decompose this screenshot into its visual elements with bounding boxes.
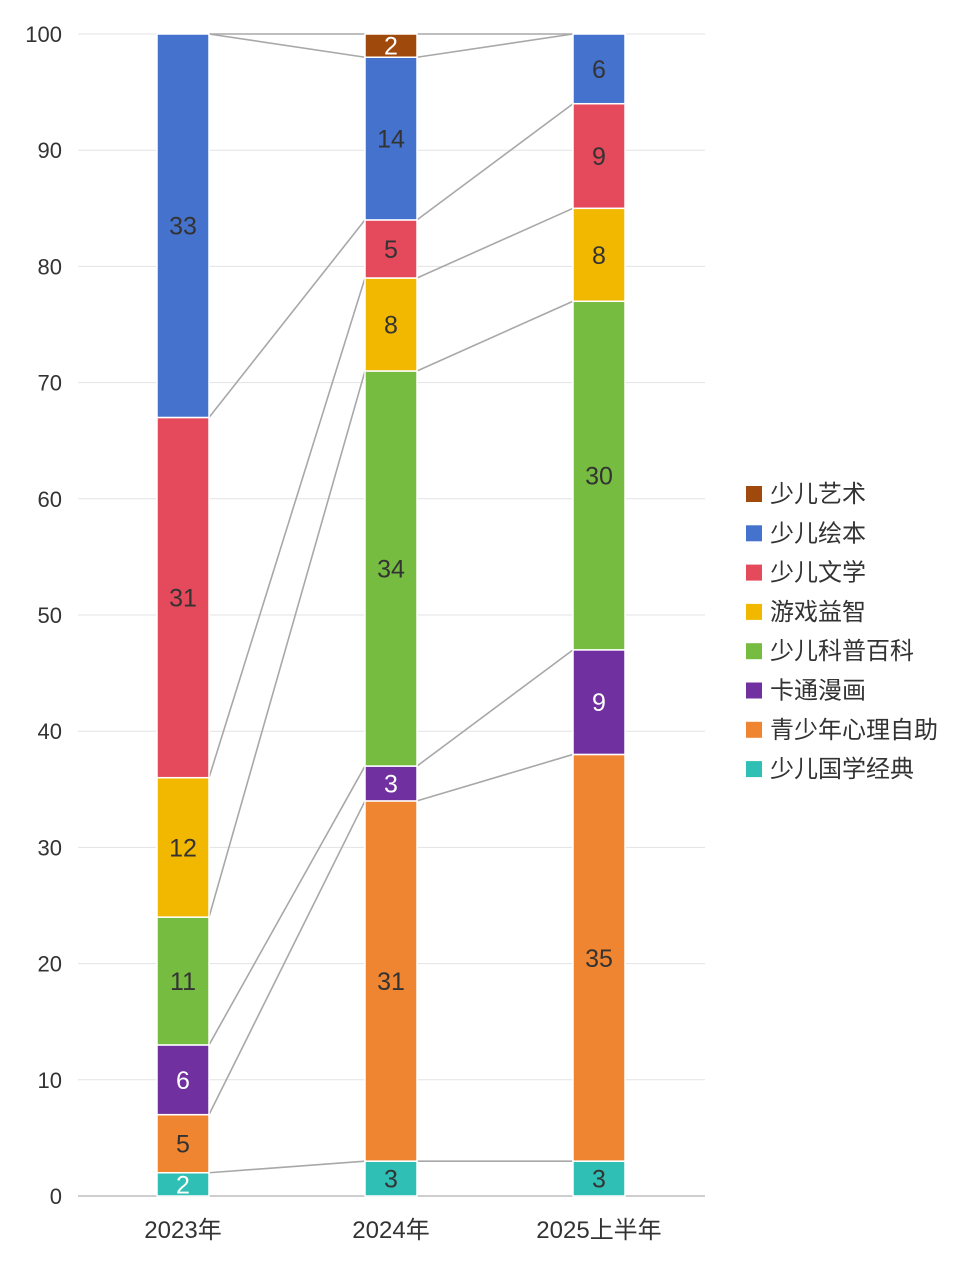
connector-line [208, 370, 366, 918]
legend-entry: 游戏益智 [770, 598, 866, 626]
data-label: 5 [384, 236, 398, 264]
bar-segment [364, 765, 418, 802]
bar-segment [156, 776, 210, 918]
bar-segment [156, 916, 210, 1046]
legend-entry: 少儿绘本 [770, 519, 866, 547]
y-tick-label: 60 [38, 487, 62, 512]
data-label: 2 [384, 33, 398, 61]
x-axis: 2023年 2024年 2025上半年 [144, 1217, 661, 1244]
bar-segment [572, 1160, 626, 1197]
data-label: 33 [169, 213, 197, 241]
legend-swatch [746, 486, 762, 502]
data-label: 14 [377, 126, 405, 154]
legend-entry: 少儿文学 [770, 559, 866, 587]
bar-segment [572, 33, 626, 105]
legend-swatch [746, 564, 762, 581]
legend-swatch [746, 643, 762, 660]
bar-segment [156, 1044, 210, 1116]
bar-segment [572, 300, 626, 651]
bar-segment [364, 277, 418, 372]
legend-swatch [746, 682, 762, 699]
connector-line [416, 103, 574, 221]
connector-line [208, 800, 366, 1116]
connector-line [416, 753, 574, 802]
legend-swatch [746, 761, 762, 778]
legend-swatch [746, 721, 762, 738]
connector-line [208, 277, 366, 778]
x-tick-label: 2024年 [352, 1217, 429, 1244]
y-tick-label: 20 [38, 952, 62, 977]
data-label: 9 [592, 143, 606, 171]
data-label: 11 [170, 968, 196, 996]
data-label: 5 [176, 1131, 190, 1159]
y-tick-label: 80 [38, 254, 62, 279]
connector-line [208, 765, 366, 1046]
data-label: 35 [585, 945, 613, 973]
series-connector-lines [208, 33, 574, 1174]
y-tick-label: 70 [38, 371, 62, 396]
connector-line [416, 33, 574, 59]
connector-line [208, 1160, 366, 1174]
y-tick-label: 30 [38, 835, 62, 860]
legend-entry: 少儿艺术 [770, 480, 866, 508]
data-label: 8 [384, 312, 398, 340]
bar-segment [156, 416, 210, 779]
data-label: 3 [384, 1166, 398, 1194]
data-label: 8 [592, 242, 606, 270]
data-label: 3 [384, 770, 398, 798]
connector-line [416, 300, 574, 372]
data-label: 30 [585, 463, 613, 491]
data-label: 3 [592, 1166, 606, 1194]
data-label: 31 [169, 585, 197, 613]
data-label: 6 [592, 56, 606, 84]
connector-line [416, 207, 574, 279]
y-axis: 0 10 20 30 40 50 60 70 80 90 100 [25, 22, 62, 1209]
bar-segment [572, 753, 626, 1162]
y-tick-label: 90 [38, 138, 62, 163]
bar-segment [364, 33, 418, 58]
legend-entry: 少儿科普百科 [770, 637, 914, 665]
connector-line [208, 33, 366, 59]
legend-swatch [746, 525, 762, 542]
bar-segment [364, 370, 418, 767]
bar-segment [156, 1113, 210, 1174]
x-tick-label: 2025上半年 [536, 1217, 661, 1244]
data-label: 9 [592, 689, 606, 717]
legend-entry: 少儿国学经典 [770, 755, 914, 783]
legend-entry: 卡通漫画 [770, 677, 866, 705]
data-label: 12 [169, 834, 197, 862]
x-tick-label: 2023年 [144, 1217, 221, 1244]
data-label: 31 [377, 968, 405, 996]
legend-entry: 青少年心理自助 [770, 716, 938, 744]
bar-segment [364, 1160, 418, 1197]
data-label: 2 [176, 1171, 190, 1199]
y-tick-label: 10 [38, 1068, 62, 1093]
y-tick-label: 40 [38, 719, 62, 744]
bar-segment [156, 33, 210, 419]
connector-line [416, 649, 574, 767]
data-label: 34 [377, 556, 405, 584]
y-tick-label: 100 [25, 22, 62, 47]
bar-segment [364, 219, 418, 279]
y-tick-label: 0 [50, 1184, 62, 1209]
y-tick-label: 50 [38, 603, 62, 628]
bar-segment [572, 207, 626, 303]
legend-swatch [746, 603, 762, 620]
connector-line [208, 219, 366, 418]
data-label: 6 [176, 1067, 190, 1095]
bar-segment [364, 56, 418, 221]
